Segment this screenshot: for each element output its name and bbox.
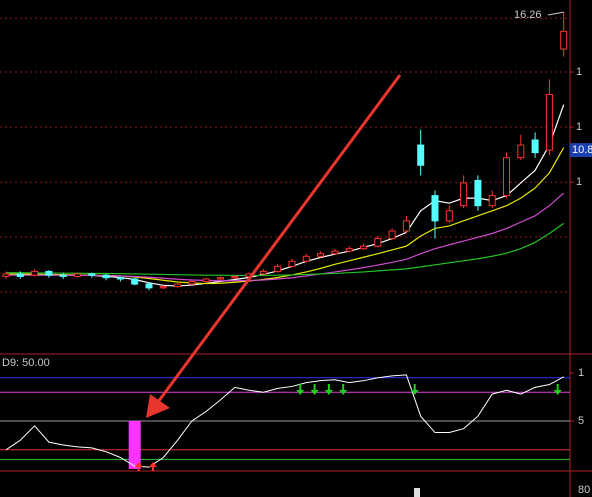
high-pointer (547, 11, 564, 16)
candle-body (531, 139, 539, 154)
candle-body (45, 270, 53, 276)
candle-body (231, 275, 239, 279)
candle-body (360, 245, 367, 250)
candle-body (445, 210, 453, 222)
sell-arrow (553, 384, 562, 395)
candle-body (560, 30, 568, 50)
sell-arrow (339, 384, 348, 395)
candle-body (374, 238, 382, 247)
candle-body (116, 277, 124, 280)
candle-body (59, 274, 67, 277)
candle-body (274, 265, 282, 272)
candle-body (417, 144, 425, 166)
buy-arrow (134, 462, 143, 471)
candle-body (102, 274, 110, 279)
candle-body (388, 230, 396, 240)
signal-bar (128, 421, 141, 470)
candle-body (188, 281, 196, 285)
candle-body (16, 273, 24, 277)
candle-body (31, 270, 39, 276)
candle-body (503, 157, 510, 197)
annotation-arrowhead (146, 394, 170, 418)
price-marker-box (570, 143, 592, 158)
candle-body (545, 94, 553, 151)
candle-body (74, 273, 81, 277)
moving-average (6, 147, 565, 285)
sell-arrow (410, 384, 419, 395)
candle-body (345, 248, 353, 252)
y-tick-label: 1 (576, 66, 582, 78)
moving-average (6, 192, 565, 282)
candle-body (317, 253, 325, 257)
candle-body (488, 195, 496, 207)
candle-body (431, 195, 439, 222)
candle-body (145, 283, 153, 289)
candle-body (174, 283, 182, 288)
indicator-line (5, 374, 564, 468)
y-tick-label: 5 (578, 415, 584, 427)
candle-body (159, 286, 167, 289)
volume-stub (414, 488, 420, 497)
candle-body (288, 260, 296, 267)
candle-body (217, 277, 224, 280)
sell-arrow (310, 384, 319, 395)
candle-body (131, 278, 139, 285)
high-label: 16.26 (514, 9, 542, 21)
candle-body (2, 273, 10, 277)
candle-body (474, 179, 482, 207)
y-tick-label: 1 (576, 121, 582, 133)
candle-body (202, 278, 210, 283)
candle-body (460, 182, 468, 207)
y-tick-label: 1 (576, 176, 582, 188)
candle-body (302, 255, 310, 262)
sell-arrow (324, 384, 333, 395)
sell-arrow (296, 384, 305, 395)
candle-body (259, 270, 267, 275)
candle-body (331, 250, 339, 255)
annotation-arrow (156, 74, 402, 403)
candle-body (402, 220, 410, 232)
buy-arrow (149, 462, 157, 471)
price-marker: 10.8 (572, 144, 592, 156)
y-tick-label: 1 (578, 367, 584, 379)
indicator-title: D9: 50.00 (2, 357, 50, 369)
candle-body (88, 273, 96, 276)
moving-average (6, 222, 565, 277)
lower-panel-label: 80 (578, 484, 590, 496)
candle-body (517, 144, 525, 159)
